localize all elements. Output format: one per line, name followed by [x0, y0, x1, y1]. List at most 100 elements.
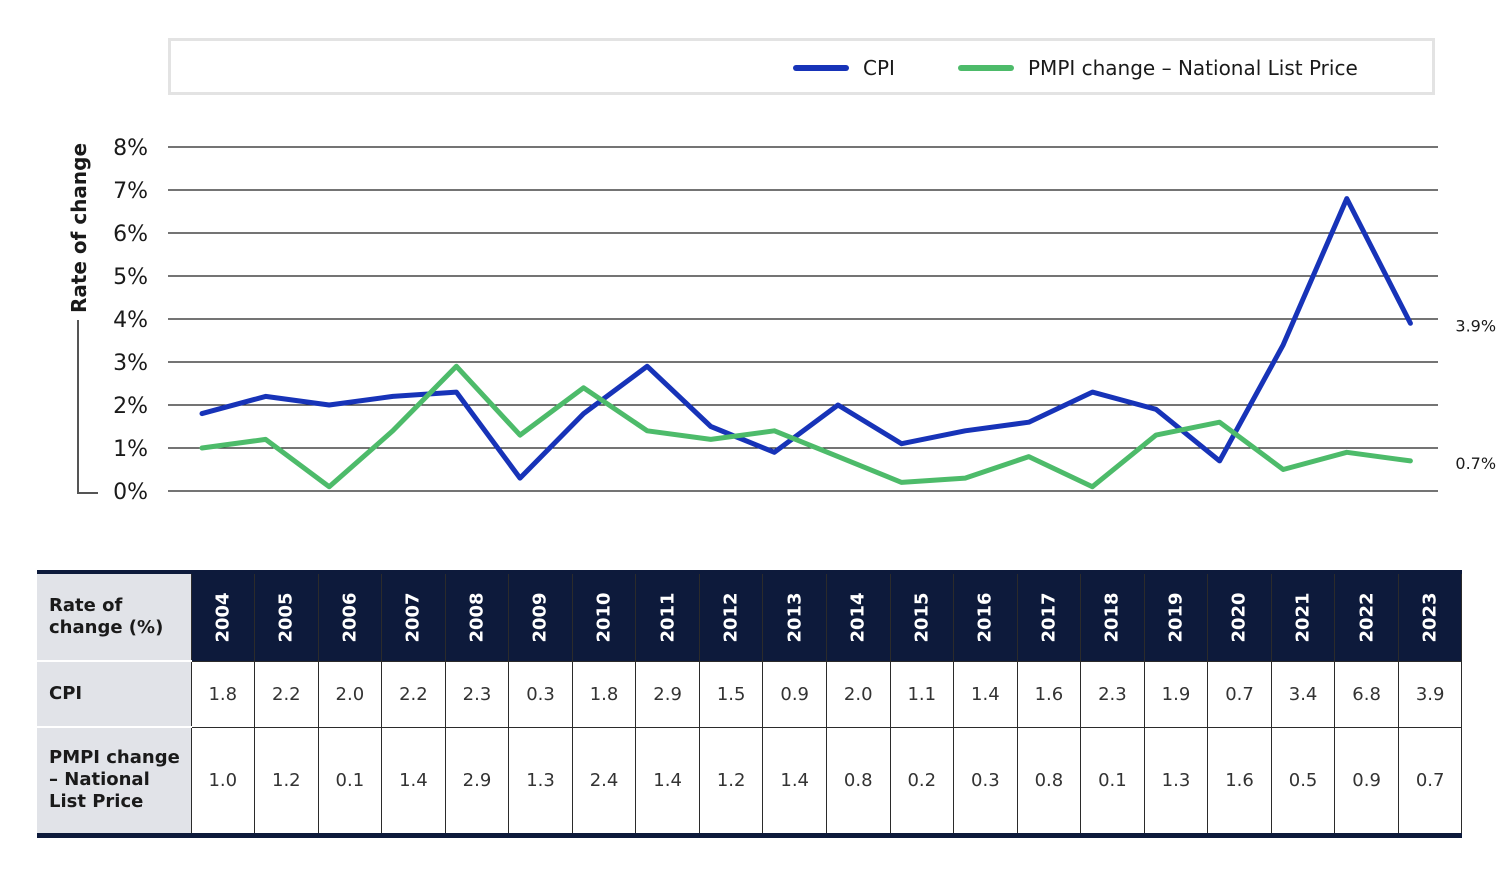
table-year-header: 2005: [254, 571, 319, 662]
row-label-pmpi: PMPI change – National List Price: [37, 726, 192, 838]
table-cell: 2.2: [254, 660, 319, 728]
year-label: 2018: [1101, 592, 1123, 643]
table-cell: 3.9: [1397, 660, 1463, 728]
y-tick-label: 2%: [113, 394, 148, 419]
legend-swatch-cpi: [793, 65, 849, 71]
table-row-pmpi: PMPI change – National List Price 1.0 1.2…: [37, 726, 1463, 838]
table-cell: 2.4: [571, 726, 637, 838]
table-cell: 0.9: [1334, 726, 1399, 838]
table-year-header: 2016: [953, 571, 1018, 662]
data-table: Rate of change (%) 2004 2005 2006 2007 2008 2…: [37, 570, 1463, 838]
series-line-cpi: [199, 196, 1413, 481]
table-cell: 0.5: [1270, 726, 1336, 838]
table-cell: 3.4: [1270, 660, 1336, 728]
table-cell: 1.6: [1207, 726, 1272, 838]
year-label: 2023: [1419, 592, 1441, 643]
table-header-row: Rate of change (%) 2004 2005 2006 2007 2008 2…: [37, 571, 1463, 662]
year-label: 2009: [530, 592, 552, 643]
table-year-header: 2017: [1016, 571, 1082, 662]
year-label: 2014: [847, 592, 869, 643]
chart-legend: CPI PMPI change – National List Price: [168, 38, 1435, 95]
year-label: 2012: [720, 592, 742, 643]
table-year-header: 2011: [635, 571, 700, 662]
table-cell: 1.2: [254, 726, 319, 838]
table-cell: 0.8: [825, 726, 891, 838]
table-cell: 1.9: [1143, 660, 1209, 728]
year-label: 2010: [593, 592, 615, 643]
table-cell: 1.1: [889, 660, 955, 728]
legend-item-pmpi: PMPI change – National List Price: [958, 56, 1358, 80]
table-cell: 1.3: [508, 726, 573, 838]
table-year-header: 2007: [381, 571, 446, 662]
table-cell: 0.7: [1397, 726, 1463, 838]
end-value-label: 0.7%: [1455, 454, 1496, 473]
legend-label-cpi: CPI: [863, 56, 895, 80]
y-tick-label: 1%: [113, 437, 148, 462]
y-axis-bracket: [77, 320, 98, 494]
table-cell: 6.8: [1334, 660, 1399, 728]
table-cell: 0.7: [1207, 660, 1272, 728]
year-label: 2021: [1292, 592, 1314, 643]
table-year-header: 2013: [762, 571, 827, 662]
table-year-header: 2006: [317, 571, 383, 662]
table-year-header: 2015: [889, 571, 955, 662]
y-tick-label: 3%: [113, 351, 148, 376]
table-year-header: 2021: [1270, 571, 1336, 662]
table-year-header: 2012: [698, 571, 764, 662]
table-cell: 0.3: [953, 726, 1018, 838]
y-tick-label: 4%: [113, 308, 148, 333]
table-cell: 2.2: [381, 660, 446, 728]
table-cell: 1.4: [762, 726, 827, 838]
table-year-header: 2004: [190, 571, 256, 662]
legend-label-pmpi: PMPI change – National List Price: [1028, 56, 1358, 80]
table-year-header: 2009: [508, 571, 573, 662]
year-label: 2015: [911, 592, 933, 643]
year-label: 2017: [1038, 592, 1060, 643]
table-year-header: 2019: [1143, 571, 1209, 662]
legend-item-cpi: CPI: [793, 56, 895, 80]
year-label: 2013: [784, 592, 806, 643]
year-label: 2008: [466, 592, 488, 643]
line-chart: 0% 1% 2% 3% 4% 5% 6% 7% 8% Rate of change 3.9% 0.7%: [67, 136, 1496, 505]
table-cell: 1.4: [635, 726, 700, 838]
y-tick-label: 6%: [113, 222, 148, 247]
table-cell: 1.5: [698, 660, 764, 728]
table-cell: 2.3: [444, 660, 510, 728]
table-cell: 1.0: [190, 726, 256, 838]
table-year-header: 2018: [1080, 571, 1145, 662]
table-year-header: 2008: [444, 571, 510, 662]
end-value-label: 3.9%: [1455, 316, 1496, 335]
table-cell: 2.0: [825, 660, 891, 728]
year-label: 2022: [1356, 592, 1378, 643]
year-label: 2004: [212, 592, 234, 643]
year-label: 2020: [1229, 592, 1251, 643]
year-label: 2005: [275, 592, 297, 643]
table-year-header: 2020: [1207, 571, 1272, 662]
year-label: 2019: [1165, 592, 1187, 643]
year-label: 2016: [974, 592, 996, 643]
table-cell: 1.6: [1016, 660, 1082, 728]
table-year-header: 2022: [1334, 571, 1399, 662]
table-cell: 1.8: [190, 660, 256, 728]
series-line-pmpi: [199, 363, 1413, 490]
table-row-cpi: CPI 1.8 2.2 2.0 2.2 2.3 0.3 1.8 2.9 1.5 0.9 2.0 1.1…: [37, 660, 1463, 728]
y-tick-label: 7%: [113, 179, 148, 204]
table-cell: 1.8: [571, 660, 637, 728]
table-cell: 0.8: [1016, 726, 1082, 838]
table-cell: 0.2: [889, 726, 955, 838]
table-cell: 1.3: [1143, 726, 1209, 838]
table-cell: 0.1: [317, 726, 383, 838]
table-cell: 2.0: [317, 660, 383, 728]
y-tick-label: 5%: [113, 265, 148, 290]
table-cell: 0.9: [762, 660, 827, 728]
table-cell: 2.9: [444, 726, 510, 838]
year-label: 2011: [657, 592, 679, 643]
legend-swatch-pmpi: [958, 65, 1014, 71]
year-label: 2007: [402, 592, 424, 643]
y-tick-label: 8%: [113, 136, 148, 161]
y-axis-title: Rate of change: [67, 143, 91, 313]
table-year-header: 2010: [571, 571, 637, 662]
table-cell: 0.1: [1080, 726, 1145, 838]
row-label-cpi: CPI: [37, 660, 192, 728]
table-cell: 2.9: [635, 660, 700, 728]
